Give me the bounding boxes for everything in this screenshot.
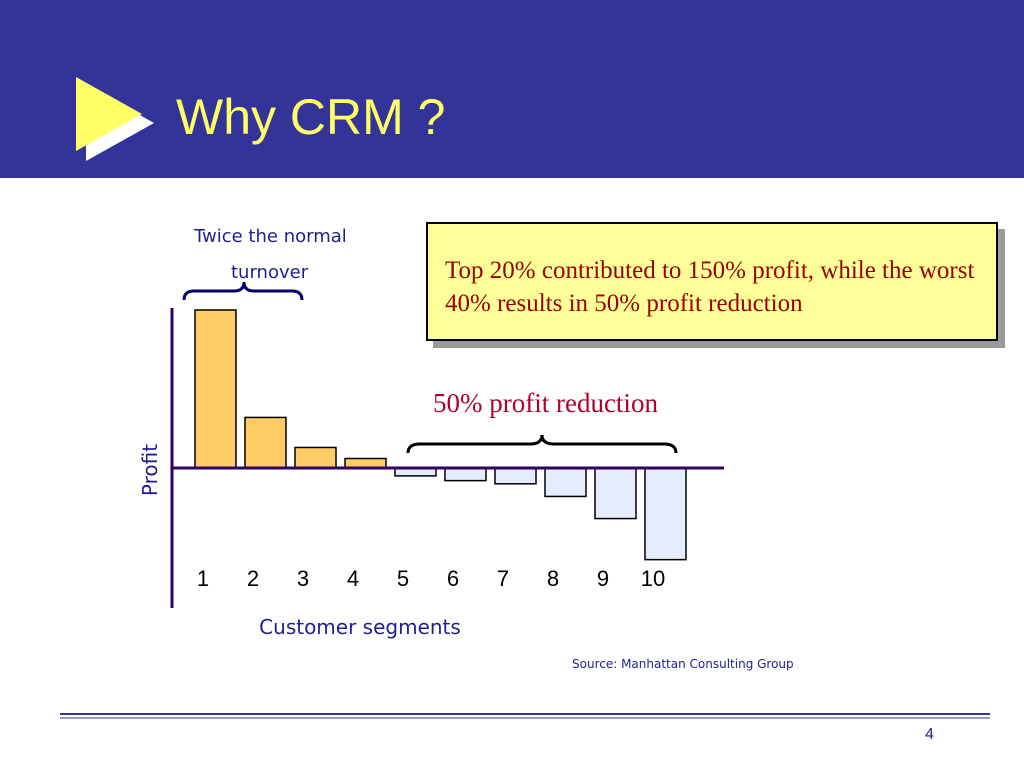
tick-label-6: 6: [447, 566, 459, 591]
header-banner: Why CRM ?: [0, 0, 1024, 178]
bar-segment-6: [444, 467, 487, 482]
bar-segment-8: [544, 467, 587, 498]
callout-box: Top 20% contributed to 150% profit, whil…: [426, 222, 998, 341]
slide-title: Why CRM ?: [176, 89, 446, 145]
tick-label-1: 1: [197, 566, 209, 591]
callout-text: Top 20% contributed to 150% profit, whil…: [445, 257, 975, 317]
bar-segment-1: [194, 309, 237, 469]
top-segments-bracket: [182, 281, 304, 301]
bar-segment-9: [594, 467, 637, 520]
profit-reduction-label: 50% profit reduction: [433, 388, 658, 418]
bar-segment-7: [494, 467, 537, 485]
tick-label-7: 7: [497, 566, 509, 591]
bar-segment-10: [644, 467, 687, 561]
tick-label-10: 10: [641, 566, 665, 591]
y-axis-label: Profit: [138, 444, 162, 496]
bracket-note-line2: turnover: [231, 262, 309, 283]
tick-label-8: 8: [547, 566, 559, 591]
tick-label-9: 9: [597, 566, 609, 591]
page-number: 4: [925, 726, 934, 743]
tick-label-5: 5: [397, 566, 409, 591]
tick-label-4: 4: [347, 566, 359, 591]
tick-label-2: 2: [247, 566, 259, 591]
x-axis-label: Customer segments: [259, 615, 461, 639]
bar-segment-3: [294, 446, 337, 469]
footer-divider: [60, 713, 990, 719]
bracket-note-line1: Twice the normal: [194, 226, 347, 247]
play-arrow-icon: [76, 77, 154, 161]
bar-segment-2: [244, 416, 287, 469]
source-note: Source: Manhattan Consulting Group: [572, 657, 794, 671]
bottom-segments-bracket: [406, 434, 678, 454]
tick-label-3: 3: [297, 566, 309, 591]
